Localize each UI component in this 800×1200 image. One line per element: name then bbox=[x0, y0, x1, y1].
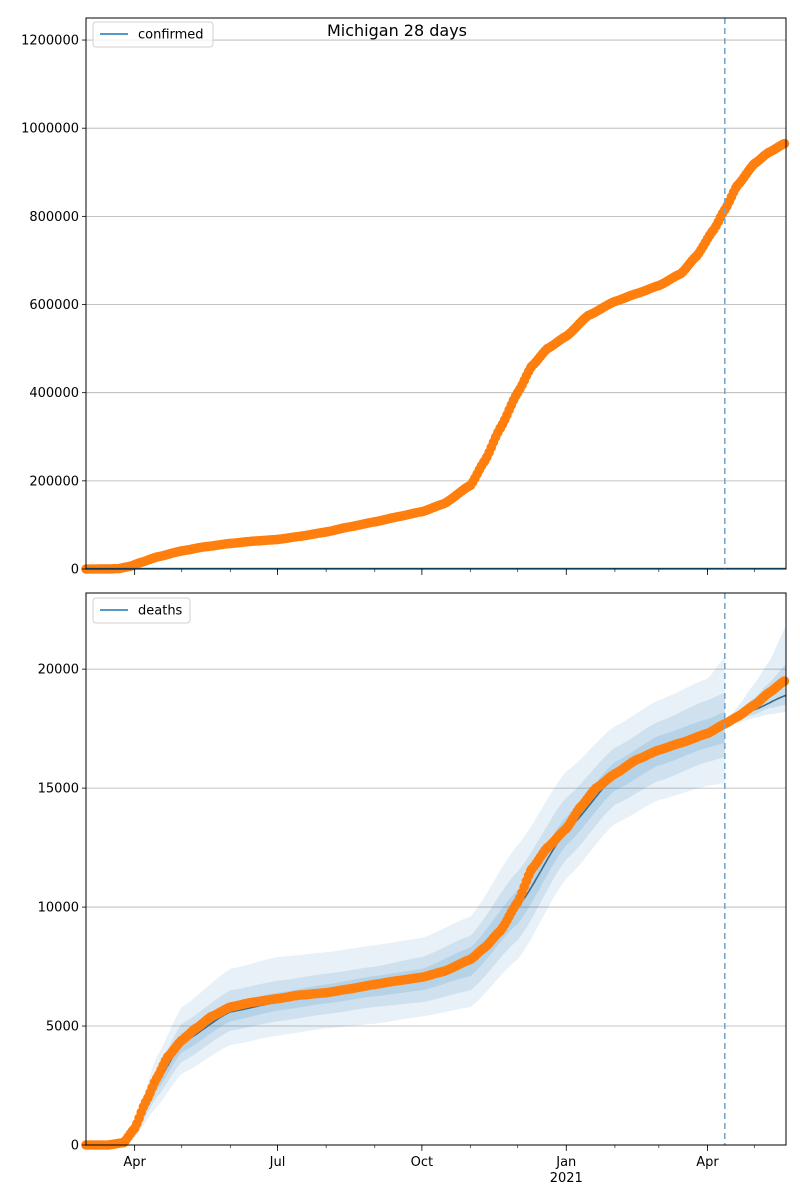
confirmed-points bbox=[81, 138, 790, 574]
deaths-x-tick-label: Jul bbox=[269, 1155, 286, 1170]
deaths-band bbox=[724, 626, 786, 726]
deaths-grid bbox=[86, 668, 786, 1027]
confirmed-y-tick-label: 400000 bbox=[29, 386, 79, 401]
deaths-y-tick-label: 15000 bbox=[38, 782, 79, 797]
deaths-y-axis: 0 5000 10000 15000 20000 bbox=[38, 663, 86, 1154]
deaths-legend: deaths bbox=[92, 597, 191, 624]
deaths-band bbox=[115, 692, 725, 1145]
confirmed-y-tick-label: 200000 bbox=[29, 474, 79, 489]
deaths-points bbox=[81, 676, 790, 1150]
confirmed-legend: confirmed bbox=[92, 21, 214, 48]
confirmed-point bbox=[779, 138, 790, 149]
deaths-band bbox=[115, 657, 725, 1145]
confirmed-axes-frame bbox=[85, 17, 787, 570]
confirmed-x-ticks bbox=[134, 569, 755, 575]
deaths-y-tick-label: 10000 bbox=[38, 901, 79, 916]
confirmed-grid bbox=[86, 39, 786, 482]
confirmed-y-tick-label: 800000 bbox=[29, 210, 79, 225]
deaths-axes-frame bbox=[85, 592, 787, 1146]
deaths-x-tick-label: Apr bbox=[123, 1155, 146, 1170]
confirmed-legend-label: confirmed bbox=[138, 28, 204, 43]
deaths-x-tick-label: Jan bbox=[555, 1155, 576, 1170]
deaths-legend-label: deaths bbox=[138, 604, 183, 619]
confirmed-y-tick-label: 1000000 bbox=[21, 122, 79, 137]
deaths-x-tick-year-label: 2021 bbox=[550, 1171, 583, 1186]
deaths-point bbox=[779, 676, 790, 686]
deaths-y-tick-label: 0 bbox=[71, 1139, 79, 1154]
confirmed-y-tick-label: 0 bbox=[71, 563, 79, 578]
deaths-x-tick-label: Apr bbox=[696, 1155, 719, 1170]
confirmed-y-tick-label: 1200000 bbox=[21, 34, 79, 49]
deaths-x-tick-label: Oct bbox=[411, 1155, 433, 1170]
deaths-legend-box bbox=[92, 597, 191, 624]
confirmed-panel: 020000040000060000080000010000001200000 … bbox=[21, 17, 790, 578]
deaths-y-tick-label: 20000 bbox=[38, 663, 79, 678]
deaths-y-tick-label: 5000 bbox=[46, 1020, 79, 1035]
figure-title: Michigan 28 days bbox=[327, 21, 467, 40]
confirmed-legend-box bbox=[92, 21, 214, 48]
confirmed-y-tick-label: 600000 bbox=[29, 298, 79, 313]
confirmed-y-axis: 0 200000 400000 600000 800000 1000000 1200000 bbox=[21, 34, 86, 578]
